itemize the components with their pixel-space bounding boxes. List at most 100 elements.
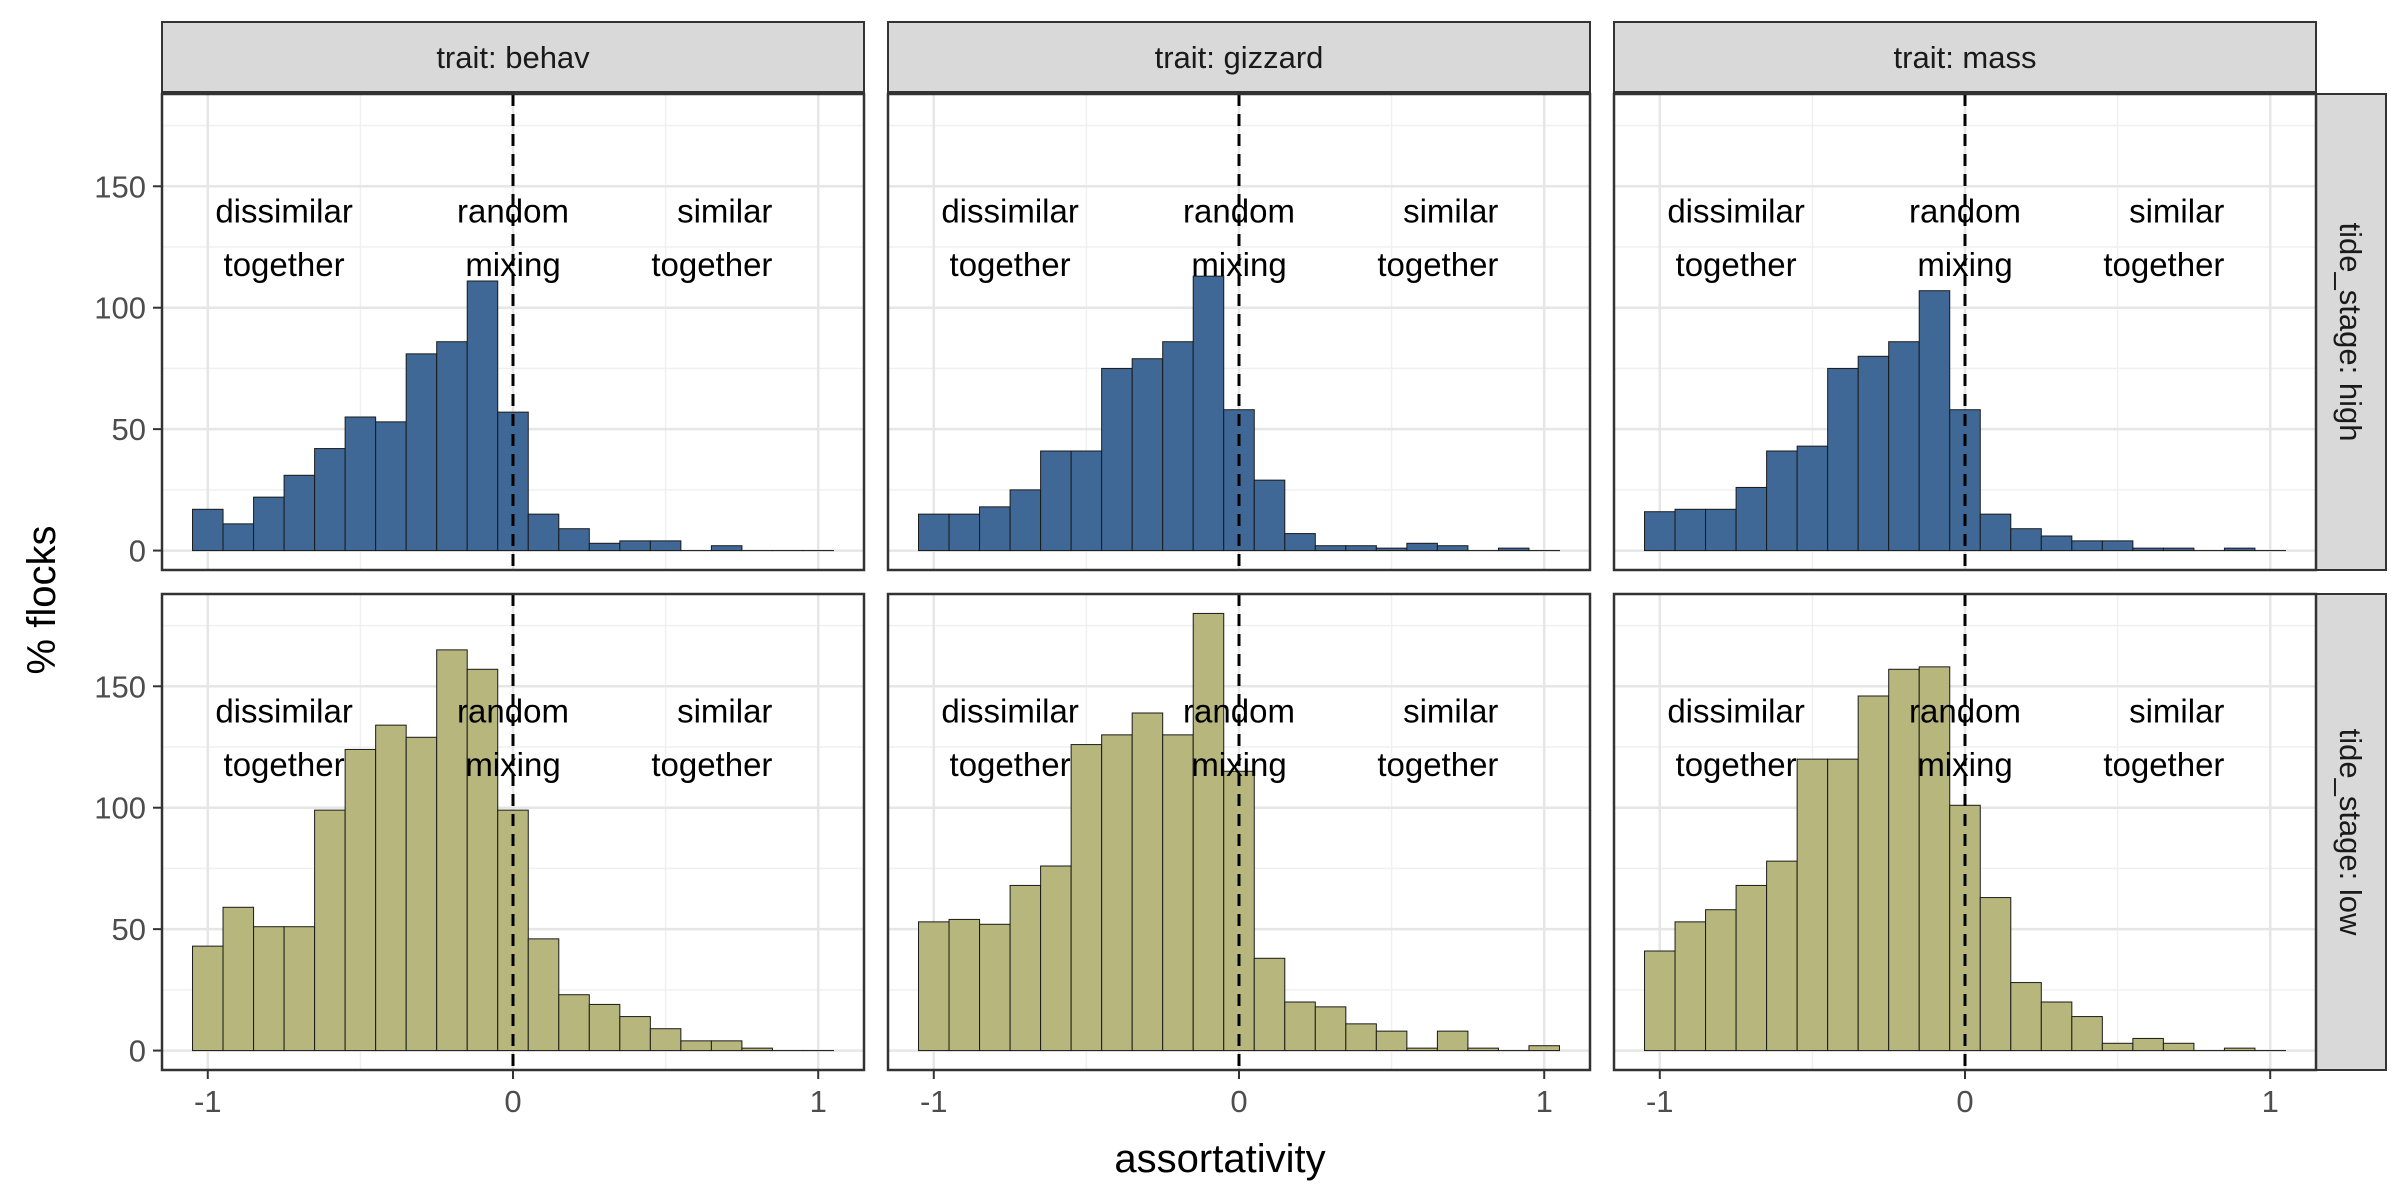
x-tick-label: -1: [920, 1084, 948, 1119]
histogram-bar: [1101, 367, 1133, 552]
histogram-bar: [2132, 1037, 2164, 1052]
facet-panel-low-mass: dissimilar together random mixing similar tog…: [1612, 592, 2318, 1119]
panel-border: [886, 92, 1592, 572]
histogram-bar: [1375, 1030, 1408, 1052]
histogram-bar: [192, 945, 224, 1052]
annotation-label: together: [2103, 746, 2224, 783]
annotation-label: dissimilar: [1667, 693, 1805, 730]
histogram-bar: [1284, 533, 1316, 552]
histogram-bar: [1979, 513, 2012, 552]
histogram-bar: [1345, 1023, 1377, 1052]
histogram-bar: [2132, 547, 2164, 552]
column-strip-label: trait: mass: [1894, 40, 2037, 75]
histogram-bar: [1070, 744, 1103, 1052]
histogram-bar: [283, 926, 316, 1052]
y-tick-label: 150: [94, 669, 146, 704]
annotation-label: random: [457, 193, 569, 230]
histogram-bar: [1375, 547, 1408, 552]
histogram-bar: [1406, 542, 1438, 552]
histogram-bar: [710, 545, 743, 552]
histogram-bar: [283, 474, 316, 552]
annotation-label: similar: [677, 193, 772, 230]
histogram-bar: [2101, 540, 2134, 552]
y-tick-label: 50: [112, 912, 146, 947]
histogram-bar: [1009, 489, 1042, 552]
histogram-bar: [680, 1040, 712, 1052]
histogram-bar: [1827, 367, 1859, 552]
histogram-bar: [1644, 950, 1676, 1052]
histogram-bar: [1796, 758, 1829, 1052]
annotation-label: mixing: [1191, 246, 1286, 283]
annotation-label: random: [1909, 693, 2021, 730]
column-strip: [887, 21, 1591, 93]
x-tick-label: 1: [2262, 1084, 2279, 1119]
histogram-bar: [1284, 1001, 1316, 1052]
x-tick-label: 1: [810, 1084, 827, 1119]
column-strip-label: trait: gizzard: [1155, 40, 1324, 75]
annotation-label: dissimilar: [215, 693, 353, 730]
histogram-bar: [2071, 540, 2103, 552]
histogram-bar: [1162, 341, 1194, 552]
histogram-bar: [222, 523, 255, 552]
panel-border: [1612, 92, 2318, 572]
annotation-label: together: [1676, 746, 1797, 783]
histogram-bar: [527, 938, 560, 1052]
x-axis-title: assortativity: [1114, 1137, 1325, 1181]
y-tick-label: 0: [129, 1034, 146, 1069]
panel-border: [160, 92, 866, 572]
x-tick-label: 1: [1536, 1084, 1553, 1119]
histogram-bar: [1766, 860, 1798, 1052]
histogram-bar: [948, 513, 981, 552]
histogram-bar: [375, 724, 407, 1052]
x-tick-label: -1: [194, 1084, 222, 1119]
histogram-bar: [314, 448, 346, 552]
histogram-bar: [2010, 528, 2042, 552]
histogram-bar: [344, 416, 377, 552]
annotation-label: together: [1676, 246, 1797, 283]
histogram-bar: [2223, 547, 2256, 552]
x-tick-label: -1: [1646, 1084, 1674, 1119]
histogram-bar: [314, 809, 346, 1052]
histogram-bar: [1497, 547, 1530, 552]
histogram-bar: [1644, 511, 1676, 552]
histogram-bar: [2223, 1047, 2256, 1052]
histogram-bar: [558, 528, 590, 552]
histogram-bar: [1705, 508, 1737, 552]
histogram-bar: [1674, 508, 1707, 552]
histogram-bar: [1131, 358, 1164, 552]
histogram-bar: [2162, 547, 2195, 552]
histogram-bar: [619, 1016, 651, 1052]
annotation-label: mixing: [465, 246, 560, 283]
annotation-label: together: [950, 746, 1071, 783]
histogram-bar: [1253, 479, 1286, 552]
histogram-bar: [1101, 734, 1133, 1052]
histogram-bar: [1735, 884, 1768, 1052]
annotation-label: together: [651, 246, 772, 283]
y-tick-label: 50: [112, 412, 146, 447]
histogram-bar: [918, 921, 950, 1052]
histogram-bar: [2040, 535, 2073, 552]
histogram-bar: [2101, 1042, 2134, 1052]
annotation-label: similar: [2129, 693, 2224, 730]
histogram-bar: [405, 353, 438, 552]
histogram-bar: [1436, 1030, 1469, 1052]
annotation-label: mixing: [465, 746, 560, 783]
y-tick-label: 150: [94, 169, 146, 204]
row-strip: [2315, 593, 2387, 1071]
facet-panel-high-behav: dissimilar together random mixing similar tog…: [94, 92, 866, 572]
histogram-bar: [1796, 445, 1829, 552]
histogram-bar: [375, 421, 407, 552]
annotation-label: dissimilar: [941, 693, 1079, 730]
histogram-bar: [979, 506, 1011, 552]
histogram-bar: [1192, 612, 1225, 1052]
histogram-bar: [2162, 1042, 2195, 1052]
histogram-bar: [1949, 804, 1981, 1052]
annotation-label: random: [1183, 193, 1295, 230]
histogram-bar: [1857, 355, 1890, 552]
histogram-bar: [1406, 1047, 1438, 1052]
annotation-label: similar: [677, 693, 772, 730]
histogram-bar: [649, 540, 682, 552]
panels-layer: trait: behav trait: gizzard trait: mass tid…: [94, 21, 2387, 1119]
column-strip-label: trait: behav: [436, 40, 590, 75]
histogram-bar: [1918, 666, 1951, 1052]
